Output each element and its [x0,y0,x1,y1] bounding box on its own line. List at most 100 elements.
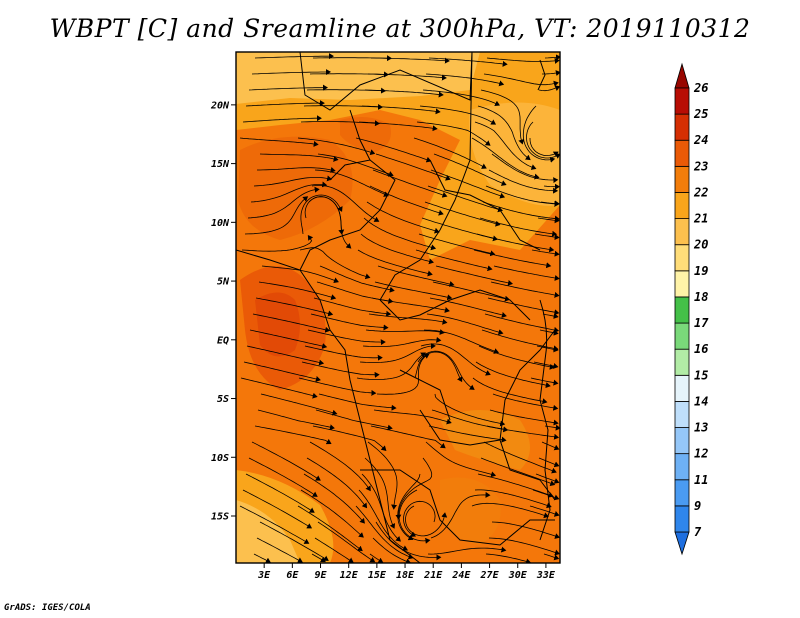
streamline [249,329,328,349]
x-tick-label: 30E [508,570,528,581]
streamline [370,425,446,449]
streamline [300,194,343,235]
streamline [241,234,314,252]
streamline [474,489,552,509]
streamline [358,489,408,551]
streamline [319,265,395,293]
y-tick-label: 15N [211,159,230,170]
colorbar-segment [674,427,690,455]
y-tick-label: 5S [217,394,229,405]
x-tick-label: 24E [451,570,471,581]
colorbar-segment [674,113,690,141]
streamline [417,350,475,390]
y-tick-label: 15S [211,512,229,523]
streamline [489,409,559,426]
streamline [534,233,560,241]
streamline [245,473,315,513]
streamline [254,425,332,445]
streamline [257,409,335,431]
streamline [365,329,445,335]
streamline [491,521,560,539]
streamline [419,105,497,125]
streamline [358,121,438,132]
streamline [317,521,376,563]
x-tick-label: 18E [396,570,415,581]
streamline [244,196,309,235]
streamline [424,201,501,227]
streamline [414,351,463,383]
streamlines [239,53,560,563]
x-tick-label: 6E [286,570,299,581]
streamline [413,137,487,169]
streamline [245,100,325,107]
y-tick-label: 10N [211,218,230,229]
streamline [260,393,338,416]
streamline [252,313,331,333]
streamline [372,537,412,563]
streamline [526,121,560,159]
streamline [398,489,431,544]
streamline [403,500,436,537]
footer-credit: GrADS: IGES/COLA [4,603,91,613]
streamline [434,393,506,427]
streamline [430,491,491,539]
streamline [369,553,384,563]
streamline [488,537,560,556]
streamline [475,361,551,389]
streamline [299,247,371,280]
plot-area [236,52,560,563]
streamline [242,115,322,123]
streamline [522,105,556,163]
streamline [483,441,557,474]
streamline [486,57,560,64]
streamline [253,553,271,563]
streamline [541,441,560,451]
streamline [253,175,333,187]
streamline [301,361,380,378]
streamline [359,343,436,364]
streamline [477,473,554,498]
colorbar-label: 14 [694,394,708,408]
y-tick-label: EQ [217,335,229,346]
streamline [318,393,397,411]
streamline [361,473,401,542]
colorbar-segment [674,87,690,115]
streamline [314,537,354,563]
plot-frame [235,51,561,564]
streamline [303,473,365,524]
streamline [479,217,558,237]
streamline [428,57,508,67]
streamline [471,502,549,519]
colorbar-label: 11 [694,473,708,487]
streamline [544,54,560,61]
colorbar-label: 26 [693,81,708,95]
streamline [258,281,337,301]
streamline [492,393,559,411]
streamline [483,73,559,87]
streamline [366,201,440,234]
streamline [423,329,500,354]
streamline [427,185,503,213]
colorbar-label: 15 [694,368,708,382]
streamline [256,537,303,563]
colorbar-label: 13 [694,421,708,435]
streamline [307,329,386,346]
colorbar-segment [674,139,690,167]
streamline [255,297,334,317]
y-tick-label: 20N [210,100,230,111]
streamline [297,137,376,156]
streamline [477,105,531,161]
streamline [240,377,318,399]
streamline [250,181,328,203]
colorbar-label: 23 [693,159,708,173]
streamline [311,553,326,563]
streamline [369,185,444,216]
colorbar-label: 18 [694,290,708,304]
streamline [246,345,325,366]
streamline [478,345,555,370]
streamline [532,489,560,501]
streamline [430,169,506,199]
y-tick-label: 5N [217,277,230,288]
streamline [373,409,452,425]
streamline [488,169,559,194]
